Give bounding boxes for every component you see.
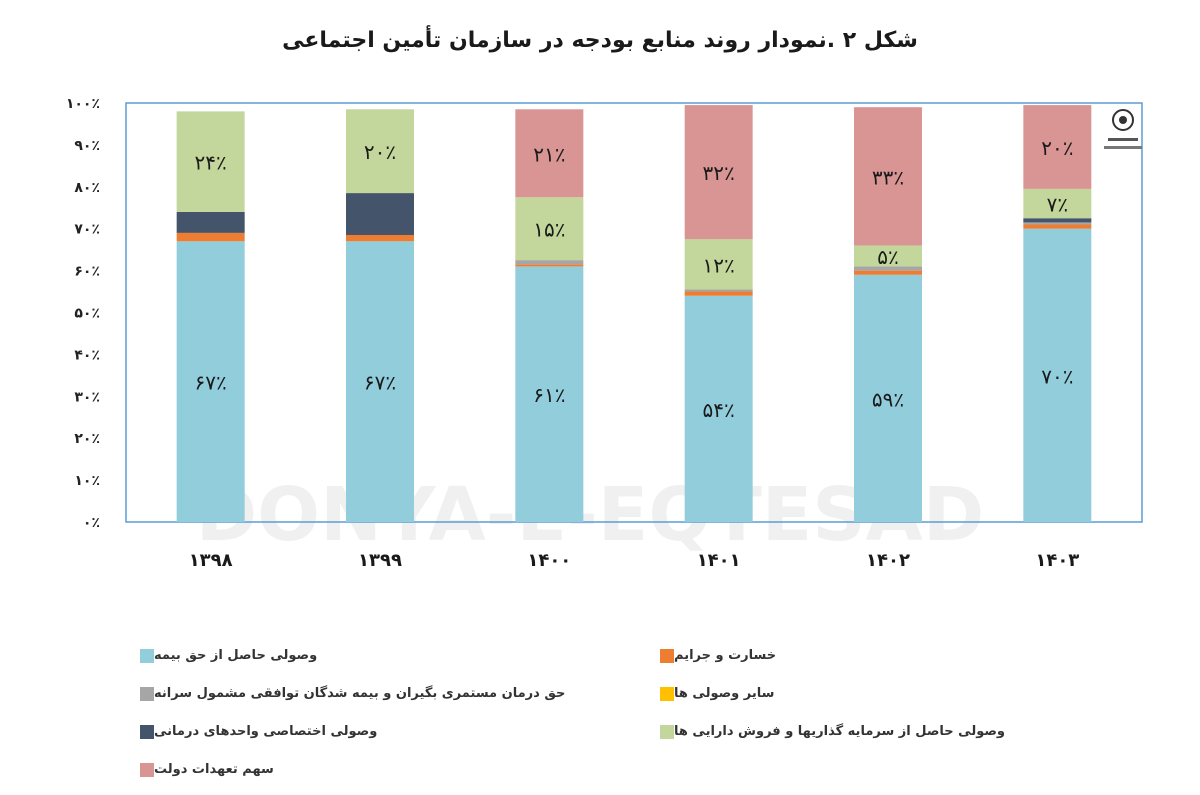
- bar-segment: [1023, 224, 1092, 229]
- bar-segment: [1023, 105, 1092, 189]
- bar-segment: [346, 241, 414, 522]
- legend-swatch: [660, 648, 674, 663]
- bar-segment: [684, 295, 753, 522]
- legend-swatch: [660, 686, 674, 701]
- bar-segment: [684, 105, 753, 240]
- logo-emblem-icon: [1112, 109, 1134, 131]
- legend-label: خسارت و جرایم: [674, 648, 777, 663]
- data-label: ۶۱٪: [533, 383, 565, 407]
- y-axis-ticks: ۰٪ ۱۰٪ ۲۰٪ ۳۰٪ ۴۰٪ ۵۰٪ ۶۰٪ ۷۰٪ ۸۰٪ ۹۰٪ ۱۰۰٪: [66, 96, 100, 531]
- bar-segment: [854, 245, 922, 267]
- watermark-text: DONYA-E-EQTESAD: [196, 472, 985, 558]
- bar-segment: [346, 193, 414, 235]
- legend-swatch: [660, 724, 674, 739]
- legend: خسارت و جرایم وصولی حاصل از حق بیمه سایر و…: [130, 640, 1080, 790]
- bar-segment: [515, 264, 584, 267]
- legend-label: سهم تعهدات دولت: [154, 762, 274, 777]
- bar-segment: [1023, 188, 1092, 219]
- x-tick-label: ۱۴۰۰: [527, 550, 571, 571]
- legend-item: وصولی اختصاصی واحدهای درمانی: [130, 724, 377, 739]
- data-label: ۲۰٪: [364, 140, 396, 164]
- bar-segment: [684, 289, 753, 292]
- bar-segment: [854, 266, 922, 271]
- legend-swatch: [140, 686, 154, 701]
- bars-group: [176, 105, 1092, 522]
- bar-segment: [1023, 218, 1092, 223]
- bar-segment: [684, 291, 753, 296]
- data-label: ۵۴٪: [703, 398, 735, 422]
- y-tick-label: ۴۰٪: [74, 347, 100, 363]
- watermark: DONYA-E-EQTESAD: [196, 472, 985, 558]
- bar-segment: [854, 274, 922, 522]
- bar-segment: [515, 197, 584, 261]
- logo-bar-icon: [1108, 138, 1138, 141]
- bar-segment: [515, 260, 584, 265]
- bar-segment: [515, 266, 584, 522]
- data-label: ۲۱٪: [533, 142, 565, 166]
- data-label: ۱۲٪: [703, 253, 735, 277]
- x-tick-label: ۱۳۹۹: [358, 550, 402, 571]
- stacked-bar-chart: DONYA-E-EQTESAD ۶۷٪ ۲۴٪ ۶۷٪ ۲۰٪ ۶۱٪ ۱۵٪ ۲۱٪ ۵۴٪…: [66, 96, 1143, 571]
- data-label: ۶۷٪: [364, 371, 396, 395]
- data-label: ۶۷٪: [195, 371, 227, 395]
- bar-segment: [176, 232, 245, 242]
- data-label: ۲۰٪: [1041, 136, 1073, 160]
- data-label: ۷۰٪: [1041, 364, 1073, 388]
- bar-segment: [176, 241, 245, 522]
- bar-segment: [854, 270, 922, 275]
- legend-label: حق درمان مستمری بگیران و بیمه شدگان تواف…: [154, 686, 566, 701]
- data-label: ۵٪: [877, 245, 898, 269]
- bar-segment: [346, 234, 414, 242]
- y-tick-label: ۲۰٪: [74, 431, 100, 447]
- x-axis-ticks: ۱۳۹۸ ۱۳۹۹ ۱۴۰۰ ۱۴۰۱ ۱۴۰۲ ۱۴۰۳: [189, 550, 1080, 571]
- bar-segment: [1023, 222, 1092, 225]
- legend-swatch: [140, 762, 154, 777]
- legend-label: سایر وصولی ها: [674, 686, 775, 701]
- legend-item: سایر وصولی ها: [650, 686, 774, 701]
- data-label: ۷٪: [1047, 193, 1068, 217]
- x-tick-label: ۱۴۰۱: [697, 550, 741, 571]
- y-tick-label: ۳۰٪: [74, 389, 100, 405]
- legend-item: سهم تعهدات دولت: [130, 762, 274, 777]
- legend-label: وصولی اختصاصی واحدهای درمانی: [154, 724, 378, 739]
- plot-frame: [125, 102, 1143, 523]
- legend-swatch: [140, 648, 154, 663]
- y-tick-label: ۱۰٪: [74, 473, 100, 489]
- y-tick-label: ۷۰٪: [74, 222, 100, 238]
- bar-segment: [684, 239, 753, 290]
- logo-bar-icon: [1104, 146, 1142, 149]
- logo-center-icon: [1119, 116, 1127, 124]
- legend-label: وصولی حاصل از سرمایه گذاریها و فروش دارا…: [674, 724, 1006, 739]
- data-label: ۳۳٪: [872, 165, 904, 189]
- y-tick-label: ۸۰٪: [74, 180, 100, 196]
- y-tick-label: ۵۰٪: [74, 306, 100, 322]
- legend-item: حق درمان مستمری بگیران و بیمه شدگان تواف…: [130, 686, 565, 701]
- y-tick-label: ۶۰٪: [74, 264, 100, 280]
- x-tick-label: ۱۳۹۸: [189, 550, 233, 571]
- bar-segment: [346, 109, 414, 194]
- bar-segment: [176, 111, 245, 212]
- data-label: ۵۹٪: [872, 387, 904, 411]
- bar-segment: [176, 211, 245, 233]
- legend-label: وصولی حاصل از حق بیمه: [154, 648, 318, 663]
- bar-segment: [515, 109, 584, 198]
- x-tick-label: ۱۴۰۲: [866, 550, 910, 571]
- legend-item: وصولی حاصل از سرمایه گذاریها و فروش دارا…: [650, 724, 1005, 739]
- organization-logo: [1104, 109, 1142, 149]
- chart-title: شکل ۲ .نمودار روند منابع بودجه در سازمان…: [282, 28, 918, 53]
- data-label: ۲۴٪: [195, 151, 227, 175]
- legend-item: خسارت و جرایم: [650, 648, 776, 663]
- bar-segment: [854, 107, 922, 246]
- legend-swatch: [140, 724, 154, 739]
- y-tick-label: ۱۰۰٪: [66, 96, 100, 112]
- data-label: ۱۵٪: [533, 218, 565, 242]
- x-tick-label: ۱۴۰۳: [1035, 550, 1079, 571]
- legend-item: وصولی حاصل از حق بیمه: [130, 648, 317, 663]
- y-tick-label: ۹۰٪: [74, 138, 100, 154]
- data-labels-group: ۶۷٪ ۲۴٪ ۶۷٪ ۲۰٪ ۶۱٪ ۱۵٪ ۲۱٪ ۵۴٪ ۱۲٪ ۳۲٪ ۵۹٪ ۵٪ ۳۳٪ ۷۰…: [195, 136, 1074, 422]
- bar-segment: [1023, 228, 1092, 522]
- y-tick-label: ۰٪: [83, 515, 100, 531]
- data-label: ۳۲٪: [703, 161, 735, 185]
